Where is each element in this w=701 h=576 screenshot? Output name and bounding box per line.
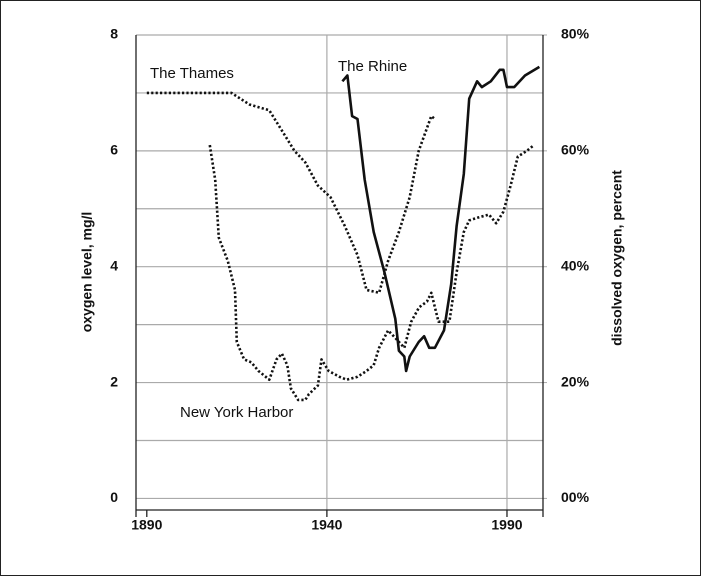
y2-tick-label: 40% — [561, 257, 590, 273]
y-tick-label: 4 — [110, 257, 118, 273]
y-tick-label: 6 — [110, 142, 118, 158]
series-label: New York Harbor — [180, 404, 293, 421]
x-tick-label: 1940 — [311, 517, 342, 533]
x-tick-label: 1890 — [131, 517, 162, 533]
series-label: The Rhine — [338, 58, 407, 75]
y2-tick-label: 00% — [561, 489, 590, 505]
series-line — [341, 65, 541, 373]
series-line — [146, 91, 436, 295]
y2-tick-label: 20% — [561, 373, 590, 389]
y2-tick-label: 60% — [561, 142, 590, 158]
y-tick-label: 8 — [110, 26, 118, 42]
y2-axis-label: dissolved oxygen, percent — [609, 170, 625, 346]
y-axis-label: oxygen level, mg/l — [79, 212, 95, 333]
y-tick-label: 0 — [110, 489, 118, 505]
x-tick-label: 1990 — [491, 517, 522, 533]
y2-tick-label: 80% — [561, 26, 590, 42]
series-line — [208, 144, 535, 402]
y-tick-label: 2 — [110, 373, 118, 389]
series-label: The Thames — [150, 65, 234, 82]
